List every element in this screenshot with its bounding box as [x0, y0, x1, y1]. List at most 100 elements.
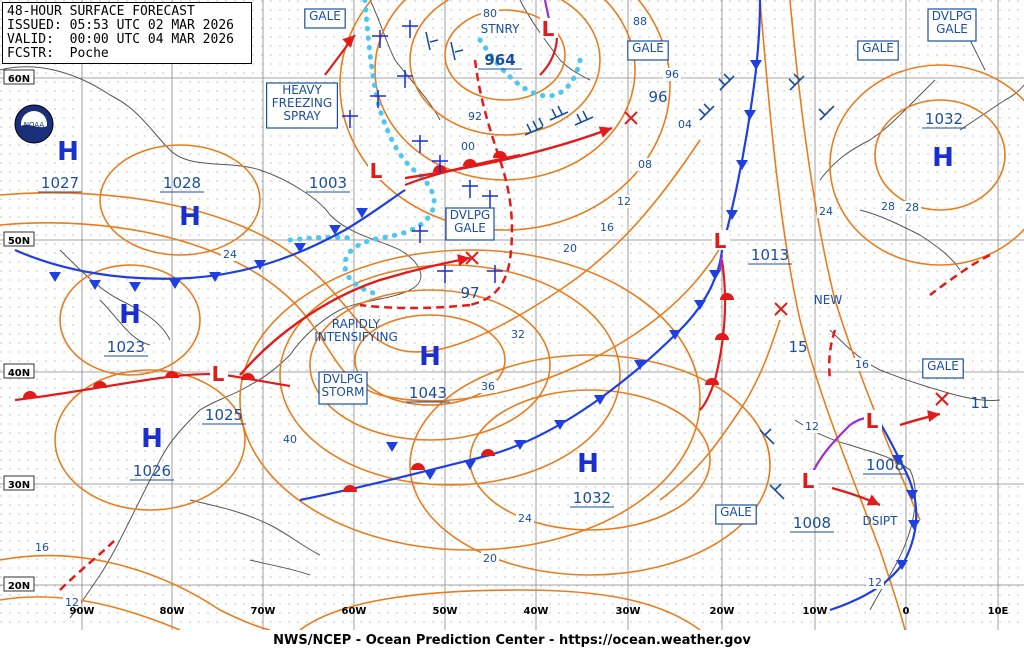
cold-front-triangle	[424, 470, 436, 480]
high-symbol: H	[57, 137, 79, 167]
developing-gale-warning-line: DVLPG	[932, 9, 972, 23]
low-symbol: L	[370, 159, 383, 183]
cold-front-triangle	[709, 270, 721, 280]
isobar-label-bg	[479, 380, 497, 393]
gale-warning: GALE	[862, 41, 894, 55]
lat-label: 50N	[8, 236, 30, 247]
cold-front-triangle	[554, 420, 566, 430]
low-symbol-bg	[540, 18, 558, 38]
cold-front-triangle	[49, 272, 61, 282]
isobar-label: 12	[65, 596, 79, 609]
lon-label: 50W	[433, 606, 458, 617]
cold-front-triangle	[906, 490, 918, 500]
isobar-label: 36	[481, 380, 495, 393]
forecast-title: 48-HOUR SURFACE FORECAST	[7, 4, 195, 19]
isobar-label: 20	[483, 552, 497, 565]
isobar-label-bg	[636, 158, 654, 171]
warm-front-semicircle	[165, 371, 179, 378]
warm-front-semicircle	[23, 391, 37, 398]
lon-label: 80W	[160, 606, 185, 617]
high-pressure: 1043	[409, 384, 447, 402]
low-symbol-bg	[712, 230, 730, 250]
isobar-label: 04	[678, 118, 692, 131]
cold-front-triangle	[514, 440, 526, 450]
forecast-position: 15	[788, 338, 807, 356]
isobar-label-bg	[459, 140, 477, 153]
low-pressure: 1008	[793, 514, 831, 532]
cold-front-triangle	[744, 110, 756, 120]
high-symbol: H	[179, 202, 201, 232]
low-pressure: 1025	[205, 406, 243, 424]
warm-front-semicircle	[343, 485, 357, 492]
isobar-label-bg	[598, 221, 616, 234]
isobar-label: 32	[511, 328, 525, 341]
gale-warning-line: GALE	[309, 9, 341, 23]
developing-gale-warning-line: DVLPG	[450, 208, 490, 222]
isobar-label-bg	[853, 358, 871, 371]
gale-warning: GALE	[720, 505, 752, 519]
cold-front-triangle	[669, 330, 681, 340]
lon-label: 70W	[251, 606, 276, 617]
coastlines	[0, 0, 1024, 619]
storm-tracks	[239, 34, 941, 507]
forecast-position: 96	[648, 88, 667, 106]
developing-storm-warning-line: DVLPG	[323, 372, 363, 386]
isobar-label: 12	[617, 195, 631, 208]
dissipate-annotation: DSIPT	[863, 514, 899, 528]
lat-label: 60N	[8, 74, 30, 85]
developing-storm-warning-box	[318, 371, 368, 405]
isobar-label: 92	[468, 110, 482, 123]
cold-front-triangle	[594, 395, 606, 405]
latlon-labels: 60N 50N 40N 30N 20N 90W 80W 70W 60W 50W 40W 30W 20W 1…	[3, 69, 1009, 617]
isobar-label-bg	[281, 433, 299, 446]
cold-front-triangle	[908, 520, 920, 530]
gale-warning-line: GALE	[720, 505, 752, 519]
cold-front-triangle	[726, 210, 738, 220]
track-arrowhead	[866, 494, 880, 506]
cold-front-triangle	[254, 260, 266, 270]
isobar-label-bg	[817, 205, 835, 218]
cold-front-triangle	[750, 60, 762, 70]
low-pressure: 1003	[309, 174, 347, 192]
low-symbol-bg	[800, 470, 818, 490]
lat-label: 40N	[8, 368, 30, 379]
cold-front-triangle	[169, 279, 181, 289]
isobar-label-bg	[509, 328, 527, 341]
warm-front-semicircle	[481, 449, 495, 456]
lat-label-box	[3, 475, 35, 491]
warm-front-semicircle	[241, 373, 255, 380]
warm-front-semicircle	[93, 381, 107, 388]
isobar-label-bg	[516, 512, 534, 525]
cold-front-triangle	[356, 208, 368, 218]
lat-label-box	[3, 69, 35, 85]
isobar-label-bg	[481, 552, 499, 565]
isobar-label: 24	[819, 205, 833, 218]
fronts	[14, 0, 920, 612]
track-arrowhead	[598, 126, 612, 138]
cold-front-triangle	[129, 282, 141, 292]
isobar-label-bg	[221, 248, 239, 261]
gale-warning-box	[627, 40, 669, 61]
lat-label: 20N	[8, 581, 30, 592]
low-symbol: L	[866, 409, 879, 433]
high-symbol: H	[577, 449, 599, 479]
cold-front-triangle	[386, 442, 398, 452]
heavy-freezing-spray-warning-box	[266, 82, 339, 129]
stationary-annotation: STNRY	[481, 22, 520, 36]
isobar-label-bg	[63, 596, 81, 609]
gale-warning-box	[857, 40, 899, 61]
cold-front-triangle	[294, 243, 306, 253]
isobar-label: 88	[633, 15, 647, 28]
heavy-freezing-spray-warning-line: SPRAY	[283, 109, 321, 123]
forecaster: FCSTR: Poche	[7, 46, 109, 61]
forecast-header: 48-HOUR SURFACE FORECAST ISSUED: 05:53 UT…	[2, 2, 252, 64]
isobar-label: 00	[461, 140, 475, 153]
high-symbol: H	[419, 342, 441, 372]
warm-front-semicircle	[705, 378, 719, 385]
ice-edge	[287, 0, 583, 298]
isobar-label-bg	[879, 200, 897, 213]
